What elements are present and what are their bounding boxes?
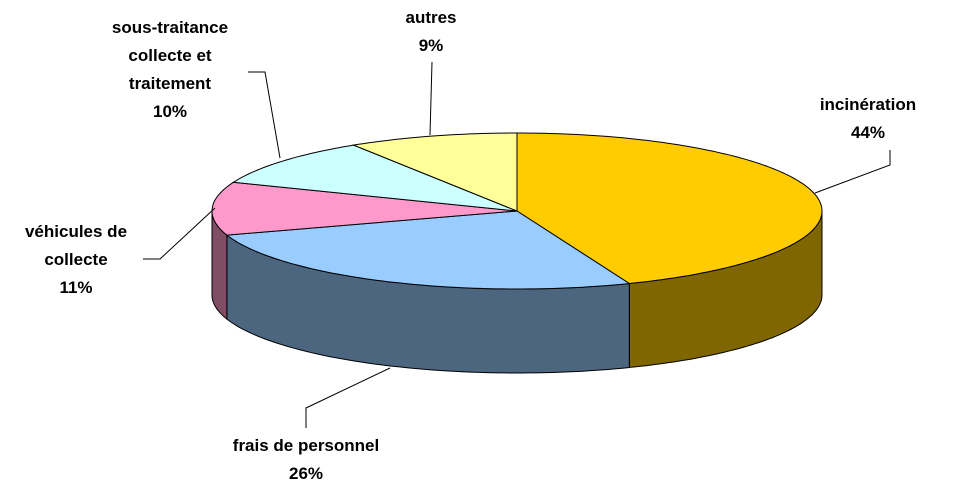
data-label: sous-traitance collecte et traitement 10% xyxy=(90,14,250,126)
percent-label: 44% xyxy=(850,123,886,142)
slice xyxy=(351,132,518,212)
slice xyxy=(516,132,823,285)
leader-line xyxy=(814,150,891,194)
category-label: sous-traitance collecte et traitement xyxy=(111,18,229,93)
slice xyxy=(211,181,518,236)
percent-label: 9% xyxy=(418,36,444,55)
percent-label: 11% xyxy=(59,278,93,297)
percent-label: 26% xyxy=(288,464,324,481)
data-label: frais de personnel 26% xyxy=(196,432,416,481)
leader-line xyxy=(305,367,391,428)
percent-label: 10% xyxy=(152,102,188,121)
slice xyxy=(225,210,631,290)
leader-line xyxy=(429,61,433,136)
slice xyxy=(231,144,518,212)
data-label: véhicules de collecte 11% xyxy=(6,218,146,302)
data-label: incinération 44% xyxy=(788,91,948,147)
leader-line xyxy=(143,207,216,260)
data-label: autres 9% xyxy=(381,4,481,60)
category-label: frais de personnel xyxy=(232,436,380,455)
leader-line xyxy=(248,71,281,159)
category-label: véhicules de collecte xyxy=(24,222,128,269)
category-label: autres xyxy=(405,8,457,27)
category-label: incinération xyxy=(819,95,917,114)
